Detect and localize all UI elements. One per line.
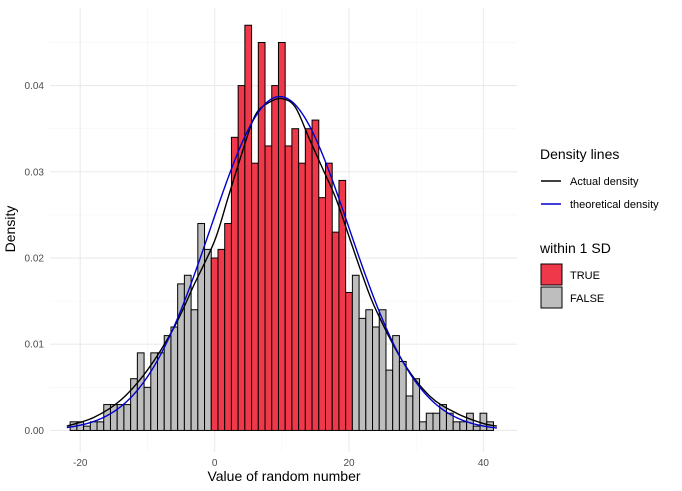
y-tick-label: 0.02 <box>25 254 45 265</box>
histogram-bar-within-sd <box>318 197 326 431</box>
histogram-bar-outside-sd <box>459 421 468 431</box>
histogram-bar-outside-sd <box>452 421 461 431</box>
histogram-bar-within-sd <box>271 85 279 431</box>
histogram-bar-within-sd <box>345 292 353 431</box>
histogram-bar-outside-sd <box>365 309 374 431</box>
histogram-bar-outside-sd <box>479 412 488 431</box>
histogram-bar-outside-sd <box>405 395 414 431</box>
histogram-bars <box>69 24 494 431</box>
histogram-bar-within-sd <box>251 162 259 431</box>
histogram-bar-outside-sd <box>398 360 407 431</box>
histogram-bar-within-sd <box>277 41 286 431</box>
histogram-bar-outside-sd <box>412 378 421 431</box>
x-tick-label: 0 <box>212 458 218 469</box>
x-axis-ticks: -20 0 20 40 <box>73 458 489 469</box>
histogram-bar-outside-sd <box>432 412 441 431</box>
histogram-bar-outside-sd <box>358 317 367 431</box>
histogram-bar-within-sd <box>264 145 273 431</box>
histogram-bar-within-sd <box>304 128 313 431</box>
histogram-bar-outside-sd <box>96 421 105 431</box>
legend-within-sd-title: within 1 SD <box>539 240 611 256</box>
histogram-bar-within-sd <box>224 223 232 431</box>
histogram-bar-outside-sd <box>163 335 172 431</box>
histogram-bar-within-sd <box>331 231 340 431</box>
y-tick-label: 0.01 <box>25 340 45 351</box>
y-tick-label: 0.04 <box>25 81 45 92</box>
x-tick-label: 40 <box>478 458 490 469</box>
x-tick-label: -20 <box>73 458 88 469</box>
theoretical-density-line <box>66 95 497 429</box>
histogram-bar-outside-sd <box>136 352 145 431</box>
legend-within-sd: within 1 SD TRUE FALSE <box>539 240 611 309</box>
histogram-bar-outside-sd <box>109 404 118 431</box>
histogram-bar-within-sd <box>217 248 226 431</box>
histogram-bar-outside-sd <box>204 248 212 431</box>
density-lines <box>66 95 497 429</box>
histogram-bar-within-sd <box>284 145 293 431</box>
legend-density-title: Density lines <box>540 146 619 162</box>
histogram-bar-within-sd <box>311 119 320 431</box>
x-axis-title: Value of random number <box>207 468 360 484</box>
legend-theoretical-density-label: theoretical density <box>570 199 659 211</box>
histogram-bar-within-sd <box>324 162 333 431</box>
x-tick-label: 20 <box>343 458 355 469</box>
histogram-bar-outside-sd <box>425 412 434 431</box>
histogram-bar-outside-sd <box>83 425 91 431</box>
histogram-bar-outside-sd <box>419 421 427 431</box>
legend-false-label: FALSE <box>570 293 604 305</box>
histogram-bar-outside-sd <box>89 421 98 431</box>
histogram-bar-outside-sd <box>472 425 481 431</box>
histogram-bar-outside-sd <box>123 404 132 431</box>
y-tick-label: 0.00 <box>25 426 45 437</box>
histogram-bar-within-sd <box>298 162 306 431</box>
histogram-bar-outside-sd <box>351 274 360 431</box>
legend-true-label: TRUE <box>570 270 600 282</box>
histogram-bar-within-sd <box>244 24 253 431</box>
histogram-bar-outside-sd <box>385 369 394 431</box>
legend-density-lines: Density lines Actual density theoretical… <box>540 146 659 211</box>
histogram-bar-within-sd <box>257 41 266 431</box>
histogram-bar-within-sd <box>291 128 300 431</box>
legend-actual-density-label: Actual density <box>570 176 639 188</box>
histogram-bar-outside-sd <box>372 326 380 431</box>
histogram-bar-within-sd <box>210 257 219 431</box>
y-axis-ticks: 0.00 0.01 0.02 0.03 0.04 <box>25 81 45 437</box>
legend-false-swatch <box>540 286 563 309</box>
legend-true-swatch <box>540 263 563 286</box>
histogram-bar-outside-sd <box>170 326 179 431</box>
histogram-bar-outside-sd <box>143 386 152 431</box>
histogram-bar-outside-sd <box>157 352 165 431</box>
histogram-bar-outside-sd <box>177 283 185 431</box>
y-axis-title: Density <box>2 206 18 253</box>
y-tick-label: 0.03 <box>25 167 45 178</box>
histogram-bar-outside-sd <box>190 309 199 431</box>
